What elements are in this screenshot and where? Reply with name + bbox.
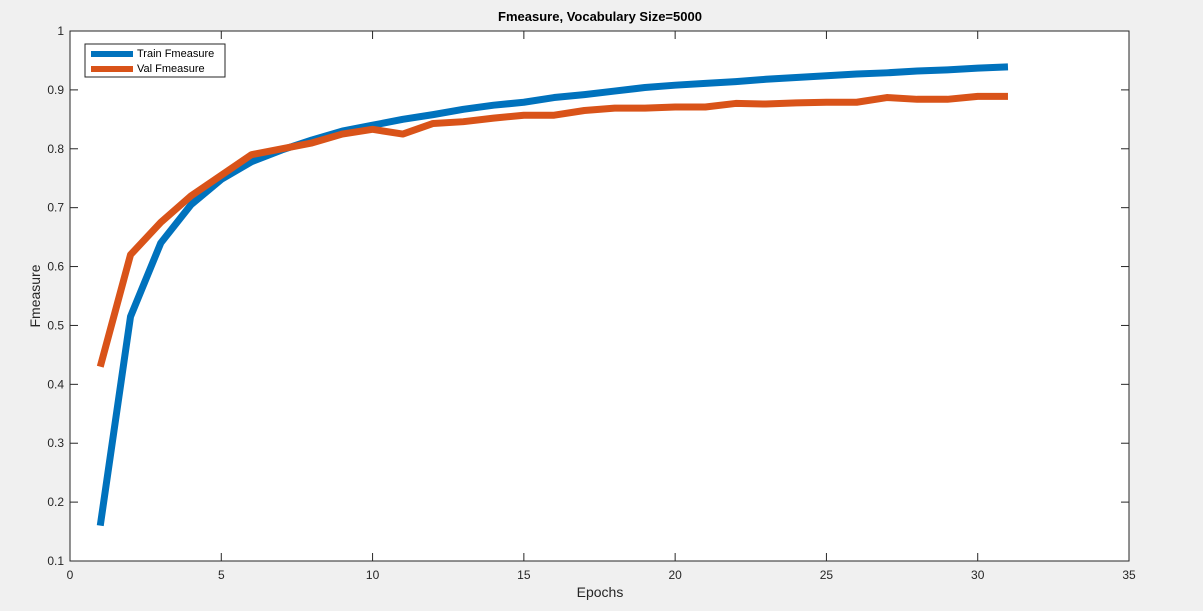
y-axis-label: Fmeasure bbox=[27, 264, 43, 327]
y-tick-label: 0.2 bbox=[47, 495, 64, 509]
x-tick-label: 5 bbox=[218, 568, 225, 582]
axes-box bbox=[69, 30, 1130, 562]
x-tick-label: 15 bbox=[517, 568, 531, 582]
series-line-train bbox=[96, 63, 1009, 527]
legend-entry-train: Train Fmeasure bbox=[137, 48, 214, 60]
y-tick-label: 1 bbox=[57, 24, 64, 38]
x-tick-labels: 0 5 10 15 20 25 30 35 bbox=[67, 568, 1136, 582]
x-tick-label: 10 bbox=[366, 568, 380, 582]
y-tick-label: 0.4 bbox=[47, 377, 64, 391]
y-tick-label: 0.6 bbox=[47, 260, 64, 274]
y-tick-label: 0.7 bbox=[47, 201, 64, 215]
legend-entry-val: Val Fmeasure bbox=[137, 63, 205, 75]
x-axis-label: Epochs bbox=[577, 584, 624, 600]
chart-title: Fmeasure, Vocabulary Size=5000 bbox=[498, 9, 702, 24]
y-tick-label: 0.9 bbox=[47, 83, 64, 97]
y-tick-label: 0.3 bbox=[47, 436, 64, 450]
y-tick-label: 0.8 bbox=[47, 142, 64, 156]
series-line-val bbox=[96, 92, 1008, 368]
x-tick-label: 20 bbox=[668, 568, 682, 582]
y-tick-label: 0.5 bbox=[47, 318, 64, 332]
x-tick-label: 35 bbox=[1122, 568, 1136, 582]
x-tick-label: 25 bbox=[820, 568, 834, 582]
plot-area bbox=[70, 31, 1129, 561]
series-layer bbox=[96, 63, 1009, 527]
x-tick-label: 0 bbox=[67, 568, 74, 582]
x-tick-label: 30 bbox=[971, 568, 985, 582]
y-tick-label: 0.1 bbox=[47, 554, 64, 568]
y-tick-labels: 0.1 0.2 0.3 0.4 0.5 0.6 0.7 0.8 0.9 1 bbox=[47, 24, 64, 568]
axes-layer bbox=[69, 30, 1130, 562]
legend: Train Fmeasure Val Fmeasure bbox=[84, 43, 226, 78]
